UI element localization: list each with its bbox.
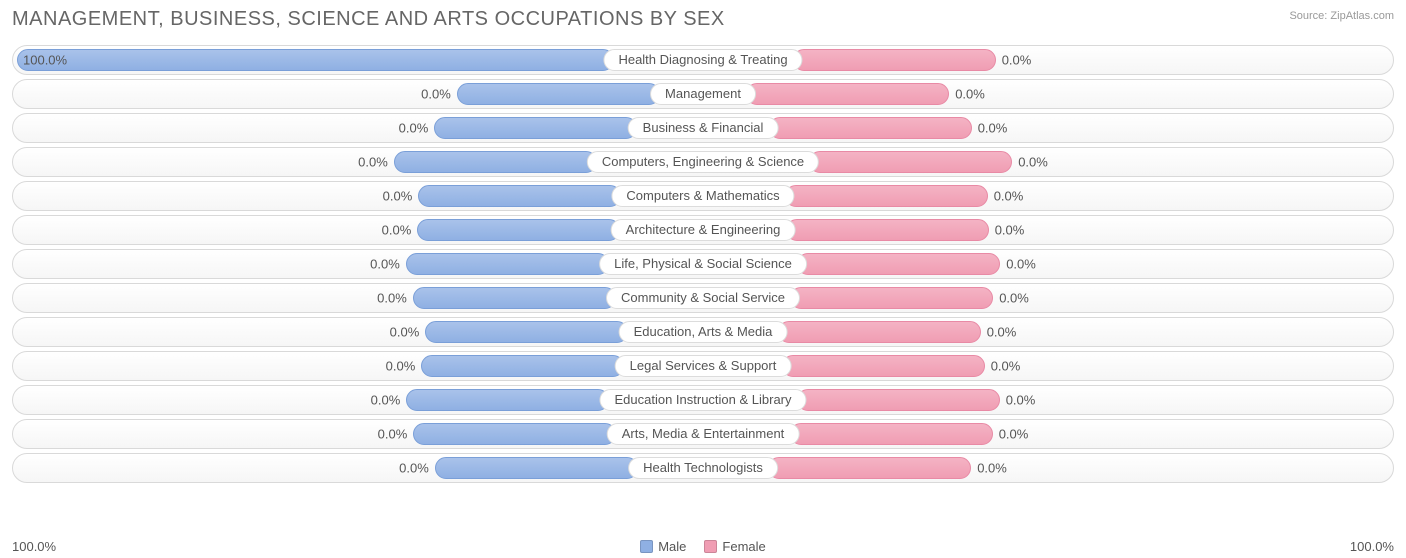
table-row: Community & Social Service 0.0% 0.0% <box>12 283 1394 313</box>
female-value-label: 0.0% <box>977 461 1007 476</box>
legend-label-male: Male <box>658 539 686 554</box>
row-category-label: Computers, Engineering & Science <box>587 151 819 173</box>
female-value-label: 0.0% <box>999 427 1029 442</box>
female-bar <box>797 389 1000 411</box>
axis-left-label: 100.0% <box>12 539 56 554</box>
table-row: Business & Financial 0.0% 0.0% <box>12 113 1394 143</box>
female-value-label: 0.0% <box>991 359 1021 374</box>
female-bar <box>778 321 981 343</box>
table-row: Legal Services & Support 0.0% 0.0% <box>12 351 1394 381</box>
male-value-label: 0.0% <box>377 291 407 306</box>
male-bar <box>406 389 609 411</box>
row-category-label: Health Diagnosing & Treating <box>603 49 802 71</box>
source-label: Source: <box>1289 10 1327 22</box>
table-row: Health Diagnosing & Treating 100.0% 0.0% <box>12 45 1394 75</box>
male-value-label: 0.0% <box>378 427 408 442</box>
row-category-label: Health Technologists <box>628 457 778 479</box>
male-value-label: 0.0% <box>386 359 416 374</box>
table-row: Management 0.0% 0.0% <box>12 79 1394 109</box>
male-value-label: 0.0% <box>399 461 429 476</box>
male-value-label: 0.0% <box>390 325 420 340</box>
female-value-label: 0.0% <box>1018 155 1048 170</box>
male-bar <box>417 219 620 241</box>
male-value-label: 0.0% <box>370 257 400 272</box>
female-value-label: 0.0% <box>995 223 1025 238</box>
chart-title: MANAGEMENT, BUSINESS, SCIENCE AND ARTS O… <box>12 8 725 31</box>
female-bar <box>793 49 996 71</box>
male-bar <box>394 151 597 173</box>
row-category-label: Education Instruction & Library <box>599 389 806 411</box>
male-value-label: 0.0% <box>383 189 413 204</box>
axis-right-label: 100.0% <box>1350 539 1394 554</box>
row-category-label: Community & Social Service <box>606 287 800 309</box>
table-row: Life, Physical & Social Science 0.0% 0.0% <box>12 249 1394 279</box>
female-value-label: 0.0% <box>978 121 1008 136</box>
female-value-label: 0.0% <box>1006 257 1036 272</box>
male-value-label: 0.0% <box>358 155 388 170</box>
table-row: Health Technologists 0.0% 0.0% <box>12 453 1394 483</box>
female-value-label: 0.0% <box>999 291 1029 306</box>
legend: Male Female <box>640 539 766 554</box>
male-bar <box>17 49 614 71</box>
legend-item-female: Female <box>704 539 765 554</box>
male-bar <box>406 253 609 275</box>
header-row: MANAGEMENT, BUSINESS, SCIENCE AND ARTS O… <box>12 8 1394 31</box>
footer-row: 100.0% Male Female 100.0% <box>12 533 1394 554</box>
male-bar <box>421 355 624 377</box>
male-bar <box>413 287 616 309</box>
male-value-label: 0.0% <box>399 121 429 136</box>
male-bar <box>434 117 637 139</box>
row-category-label: Business & Financial <box>628 117 779 139</box>
row-category-label: Education, Arts & Media <box>619 321 788 343</box>
male-bar <box>457 83 660 105</box>
row-category-label: Arts, Media & Entertainment <box>607 423 800 445</box>
row-category-label: Architecture & Engineering <box>611 219 796 241</box>
chart-container: MANAGEMENT, BUSINESS, SCIENCE AND ARTS O… <box>0 0 1406 558</box>
legend-item-male: Male <box>640 539 686 554</box>
table-row: Computers & Mathematics 0.0% 0.0% <box>12 181 1394 211</box>
male-value-label: 100.0% <box>23 53 67 68</box>
row-category-label: Legal Services & Support <box>615 355 792 377</box>
rows-area: Health Diagnosing & Treating100.0%0.0%Ma… <box>12 41 1394 533</box>
female-bar <box>769 117 972 139</box>
male-value-label: 0.0% <box>382 223 412 238</box>
female-value-label: 0.0% <box>994 189 1024 204</box>
female-bar <box>785 185 988 207</box>
row-category-label: Life, Physical & Social Science <box>599 253 807 275</box>
table-row: Architecture & Engineering 0.0% 0.0% <box>12 215 1394 245</box>
row-category-label: Computers & Mathematics <box>611 185 794 207</box>
female-bar <box>786 219 989 241</box>
legend-swatch-male <box>640 540 653 553</box>
female-value-label: 0.0% <box>955 87 985 102</box>
male-value-label: 0.0% <box>421 87 451 102</box>
male-value-label: 0.0% <box>371 393 401 408</box>
female-bar <box>746 83 949 105</box>
source-attribution: Source: ZipAtlas.com <box>1289 8 1394 22</box>
male-bar <box>413 423 616 445</box>
female-value-label: 0.0% <box>987 325 1017 340</box>
legend-label-female: Female <box>722 539 765 554</box>
legend-swatch-female <box>704 540 717 553</box>
male-bar <box>425 321 628 343</box>
female-value-label: 0.0% <box>1002 53 1032 68</box>
female-bar <box>768 457 971 479</box>
table-row: Education Instruction & Library 0.0% 0.0% <box>12 385 1394 415</box>
male-bar <box>435 457 638 479</box>
female-bar <box>797 253 1000 275</box>
source-name: ZipAtlas.com <box>1330 10 1394 22</box>
female-value-label: 0.0% <box>1006 393 1036 408</box>
table-row: Computers, Engineering & Science 0.0% 0.0% <box>12 147 1394 177</box>
female-bar <box>790 423 993 445</box>
male-bar <box>418 185 621 207</box>
table-row: Arts, Media & Entertainment 0.0% 0.0% <box>12 419 1394 449</box>
row-category-label: Management <box>650 83 756 105</box>
female-bar <box>782 355 985 377</box>
female-bar <box>790 287 993 309</box>
table-row: Education, Arts & Media 0.0% 0.0% <box>12 317 1394 347</box>
female-bar <box>809 151 1012 173</box>
